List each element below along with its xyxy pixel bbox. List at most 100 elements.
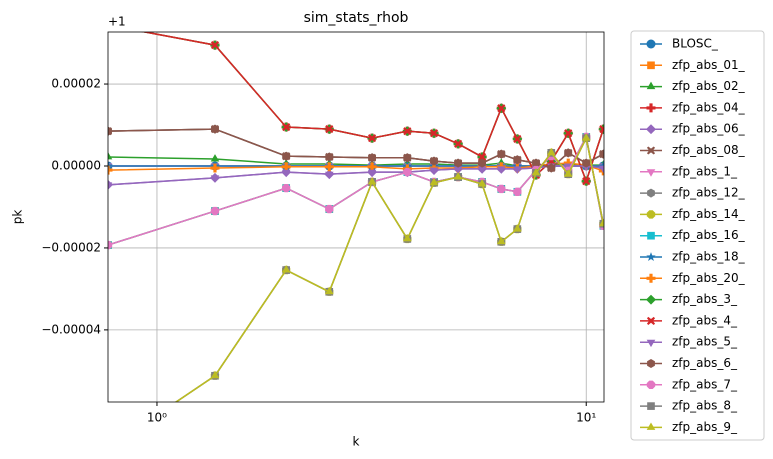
series-line <box>141 32 604 184</box>
chart-title: sim_stats_rhob <box>304 10 409 26</box>
data-point <box>210 163 220 173</box>
data-point <box>325 204 334 214</box>
legend-label: zfp_abs_04_ <box>672 100 746 114</box>
legend-marker <box>646 146 656 155</box>
data-point <box>210 154 220 162</box>
legend-label: zfp_abs_02_ <box>672 79 746 93</box>
legend-marker <box>646 210 656 219</box>
legend-marker <box>647 231 655 240</box>
x-tick-label: 10¹ <box>576 411 596 425</box>
legend-label: zfp_abs_1_ <box>672 164 738 178</box>
data-point <box>478 158 486 168</box>
legend-label: zfp_abs_08_ <box>672 143 746 157</box>
legend-marker <box>646 103 656 113</box>
legend-marker <box>646 124 656 135</box>
y-offset-label: +1 <box>108 15 126 29</box>
data-point <box>430 156 438 166</box>
data-point <box>547 147 556 156</box>
data-point <box>429 177 439 186</box>
legend-label: zfp_abs_3_ <box>672 292 738 306</box>
data-point <box>429 167 439 175</box>
data-point <box>325 171 334 180</box>
data-point <box>599 149 604 159</box>
legend-label: zfp_abs_18_ <box>672 250 746 264</box>
data-point <box>403 127 412 136</box>
data-point <box>563 158 573 168</box>
data-point <box>210 370 220 379</box>
y-tick-label: −0.00004 <box>41 322 101 336</box>
data-point <box>104 444 112 452</box>
x-tick-label: 10⁰ <box>147 411 167 425</box>
data-point <box>564 129 573 138</box>
data-point <box>581 133 591 141</box>
legend-label: zfp_abs_14_ <box>672 207 746 221</box>
data-point <box>368 134 377 143</box>
legend-box <box>630 30 765 441</box>
data-point <box>210 41 220 50</box>
legend-marker <box>647 188 655 198</box>
data-point <box>599 165 604 173</box>
data-point <box>211 124 219 134</box>
legend-label: zfp_abs_06_ <box>672 122 746 136</box>
data-point <box>324 162 334 172</box>
data-point <box>210 175 220 183</box>
series-line <box>174 135 604 402</box>
data-point <box>210 206 220 216</box>
legend-label: zfp_abs_7_ <box>672 377 738 391</box>
data-point <box>564 169 573 177</box>
y-tick-label: −0.00002 <box>41 240 101 254</box>
legend-marker <box>646 316 656 325</box>
legend-label: zfp_abs_20_ <box>672 271 746 285</box>
data-point <box>497 149 506 159</box>
data-point <box>368 153 376 163</box>
legend-marker <box>646 294 656 305</box>
data-point <box>325 125 334 134</box>
data-point <box>282 184 291 193</box>
legend-label: zfp_abs_9_ <box>672 420 738 434</box>
data-point <box>108 152 113 160</box>
data-point <box>325 152 334 162</box>
legend-label: zfp_abs_4_ <box>672 313 738 327</box>
data-point <box>513 134 522 143</box>
data-point <box>281 162 291 172</box>
y-tick-label: 0.00000 <box>51 158 101 172</box>
plot-area <box>104 32 604 452</box>
legend-label: zfp_abs_01_ <box>672 58 746 72</box>
data-point <box>497 236 506 245</box>
data-point <box>367 177 377 185</box>
data-point <box>367 169 377 178</box>
plot-frame <box>107 31 605 403</box>
data-point <box>477 179 487 187</box>
data-point <box>478 152 487 162</box>
data-point <box>513 187 522 196</box>
series-line <box>108 134 604 246</box>
data-point <box>403 234 412 242</box>
series-line <box>108 165 604 186</box>
legend-marker <box>646 422 656 430</box>
data-point <box>108 240 113 250</box>
data-point <box>513 155 522 165</box>
data-point <box>367 162 377 172</box>
data-point <box>403 153 412 163</box>
legend-marker <box>647 359 655 368</box>
legend-label: zfp_abs_16_ <box>672 228 746 242</box>
data-point <box>454 158 462 168</box>
legend-marker <box>646 169 656 177</box>
legend-marker <box>646 81 656 90</box>
legend-marker <box>646 252 656 261</box>
series-line <box>174 135 604 402</box>
legend-marker <box>647 402 655 410</box>
x-axis-label: k <box>353 435 360 449</box>
data-point <box>582 158 591 168</box>
series-line <box>108 134 604 246</box>
data-point <box>582 177 591 186</box>
y-axis-label: pk <box>11 210 25 225</box>
series-line <box>108 128 604 169</box>
data-point <box>453 172 463 180</box>
legend-label: zfp_abs_8_ <box>672 399 738 413</box>
data-point <box>429 129 439 138</box>
data-point <box>282 151 291 161</box>
data-point <box>497 184 506 194</box>
